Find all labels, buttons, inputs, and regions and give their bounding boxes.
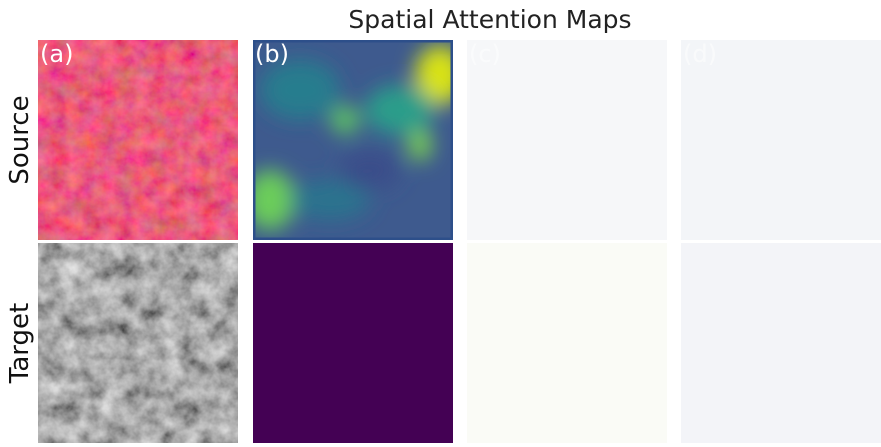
- figure: Spatial Attention Maps Source Target (a)…: [0, 0, 881, 447]
- hotspot: [365, 85, 435, 135]
- row-label: Source: [5, 95, 35, 184]
- hotspot: [331, 106, 359, 134]
- figure-title: Spatial Attention Maps: [348, 5, 631, 34]
- attention-map-b: [245, 40, 465, 240]
- image-texture: [38, 243, 238, 443]
- hotspot: [408, 129, 432, 161]
- row-label: Target: [5, 303, 35, 384]
- attention-map-d-target: [681, 243, 881, 443]
- panel-label: (d): [683, 40, 717, 68]
- hotspot: [340, 150, 400, 190]
- hotspot: [260, 60, 340, 120]
- attention-map-d: [681, 40, 881, 240]
- image-texture: [38, 40, 238, 240]
- hotspot: [245, 170, 295, 230]
- panel-label: (b): [255, 40, 289, 68]
- attention-map-b-target: [253, 243, 453, 443]
- attention-map-c: [467, 40, 667, 240]
- panel-label: (c): [469, 40, 501, 68]
- attention-map-c-target: [467, 243, 667, 443]
- panel-label: (a): [40, 40, 73, 68]
